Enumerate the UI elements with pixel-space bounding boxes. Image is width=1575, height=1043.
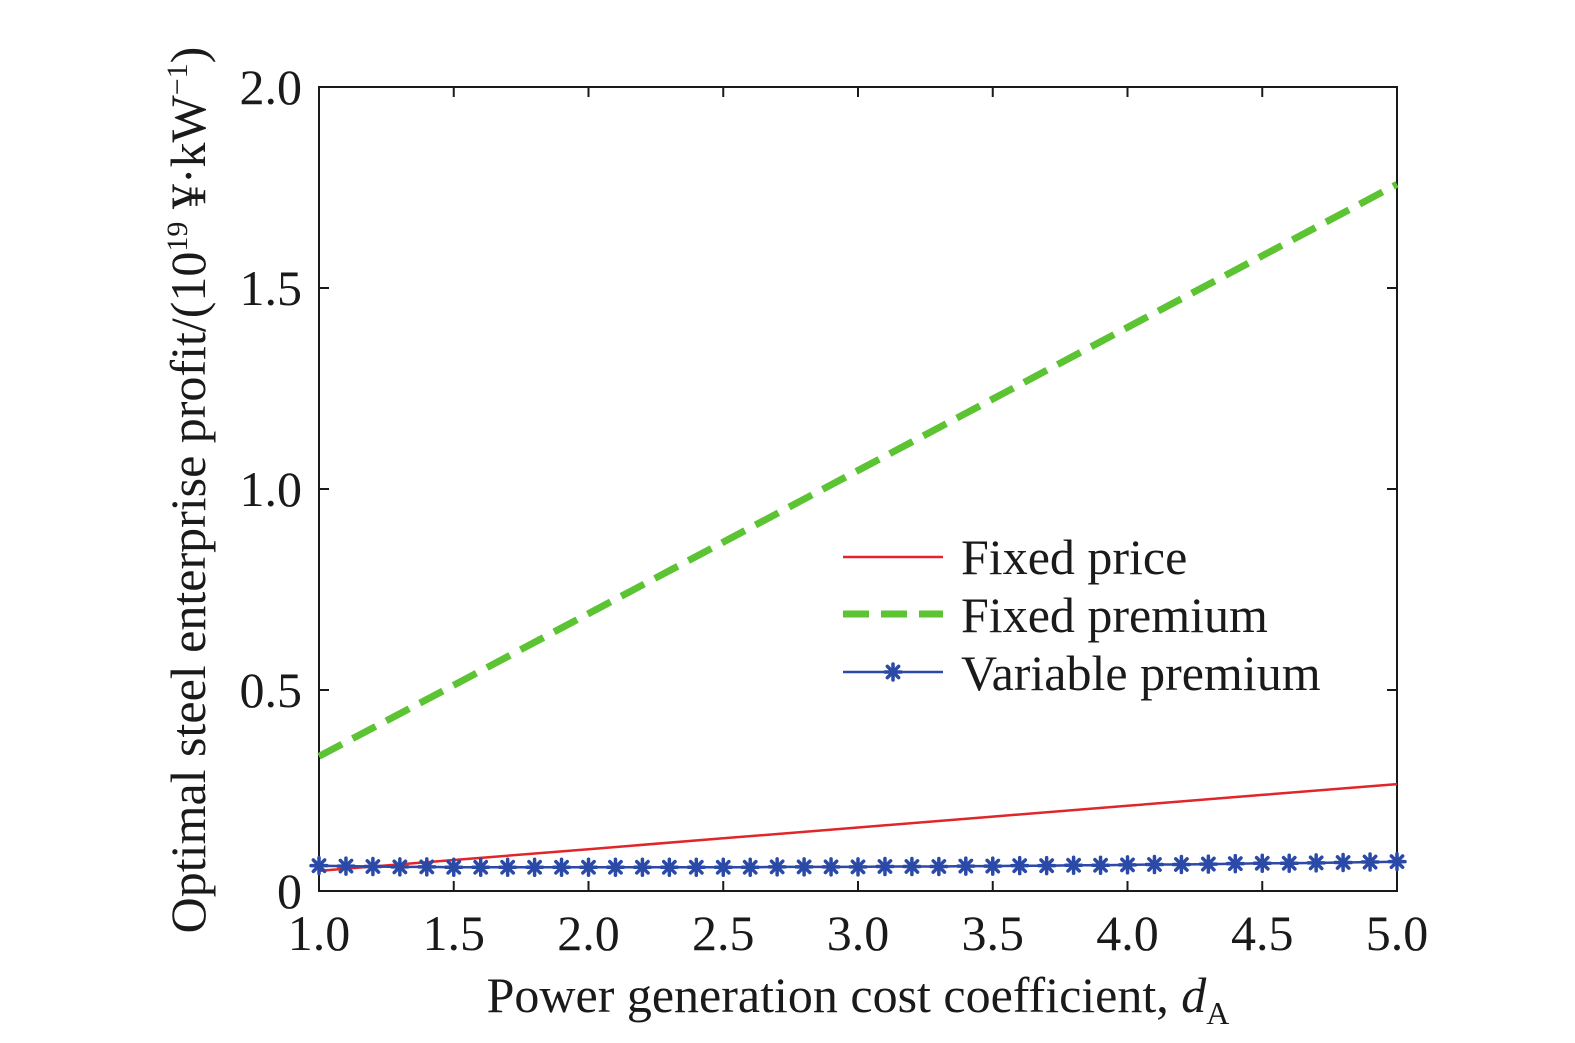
data-point-marker — [363, 856, 383, 877]
data-point-marker — [1333, 852, 1353, 873]
x-axis: 1.0 1.5 2.0 2.5 3.0 3.5 4.0 4.5 5.0 — [288, 87, 1429, 961]
data-point-marker — [1306, 853, 1326, 873]
data-point-marker — [605, 857, 626, 878]
data-point-marker — [1090, 855, 1111, 876]
data-point-marker — [686, 857, 707, 878]
data-point-marker — [1036, 855, 1057, 876]
data-point-marker — [524, 857, 545, 878]
legend: Fixed price Fixed premium Variable premi… — [843, 529, 1321, 701]
data-point-marker — [767, 857, 787, 877]
data-point-marker — [902, 856, 922, 877]
data-point-marker — [821, 857, 841, 877]
y-tick-label: 0 — [277, 863, 302, 919]
x-tick-label: 3.5 — [962, 905, 1025, 961]
legend-label-fixed-premium: Fixed premium — [961, 587, 1268, 643]
data-point-marker — [1144, 854, 1165, 875]
data-point-marker — [1360, 852, 1380, 872]
data-point-marker — [1252, 853, 1272, 874]
data-point-marker — [551, 857, 572, 878]
data-point-marker — [444, 857, 464, 878]
data-point-marker — [417, 857, 437, 877]
x-tick-label: 4.5 — [1231, 905, 1294, 961]
data-point-marker — [848, 857, 868, 877]
legend-star-icon — [883, 662, 903, 682]
x-tick-label: 1.5 — [423, 905, 486, 961]
data-point-marker — [390, 857, 410, 877]
data-point-marker — [794, 857, 814, 877]
data-point-marker — [1009, 855, 1030, 876]
data-point-marker — [470, 857, 491, 878]
y-tick-label: 2.0 — [240, 59, 303, 115]
data-point-marker — [929, 856, 949, 877]
data-point-marker — [983, 856, 1003, 876]
x-axis-label: Power generation cost coefficient, dA — [487, 967, 1230, 1031]
x-tick-label: 1.0 — [288, 905, 351, 961]
legend-label-variable-premium: Variable premium — [961, 645, 1321, 701]
y-axis: 0 0.5 1.0 1.5 2.0 — [240, 59, 1397, 919]
series-line-fixed-premium — [317, 181, 1399, 760]
y-tick-label: 0.5 — [240, 662, 303, 718]
x-tick-label: 4.0 — [1096, 905, 1159, 961]
data-point-marker — [632, 857, 653, 878]
series-line-fixed-price — [318, 782, 1398, 873]
data-point-marker — [1063, 855, 1084, 876]
data-point-marker — [875, 856, 895, 877]
y-tick-label: 1.5 — [240, 260, 303, 316]
data-point-marker — [1198, 854, 1219, 874]
data-point-marker — [659, 857, 680, 878]
data-point-marker — [1225, 853, 1246, 874]
x-tick-label: 3.0 — [827, 905, 890, 961]
x-tick-label: 5.0 — [1366, 905, 1429, 961]
data-point-marker — [309, 855, 329, 876]
data-point-marker — [1117, 855, 1138, 875]
data-point-marker — [740, 857, 760, 878]
y-axis-label: Optimal steel enterprise profit/(1019 ¥·… — [160, 47, 216, 934]
legend-star-marker — [883, 662, 903, 682]
x-tick-label: 2.0 — [557, 905, 620, 961]
data-point-marker — [956, 856, 976, 876]
data-point-marker — [336, 856, 356, 876]
data-point-marker — [1171, 854, 1192, 875]
data-point-marker — [1279, 853, 1299, 874]
data-point-marker — [1387, 851, 1407, 872]
data-point-marker — [497, 857, 518, 878]
data-point-marker — [713, 857, 733, 878]
x-tick-label: 2.5 — [692, 905, 755, 961]
plot-frame — [318, 86, 1398, 892]
y-tick-label: 1.0 — [240, 461, 303, 517]
plot-area — [309, 86, 1407, 892]
data-point-marker — [578, 857, 599, 878]
legend-label-fixed-price: Fixed price — [961, 529, 1187, 585]
series-layer — [309, 181, 1407, 878]
